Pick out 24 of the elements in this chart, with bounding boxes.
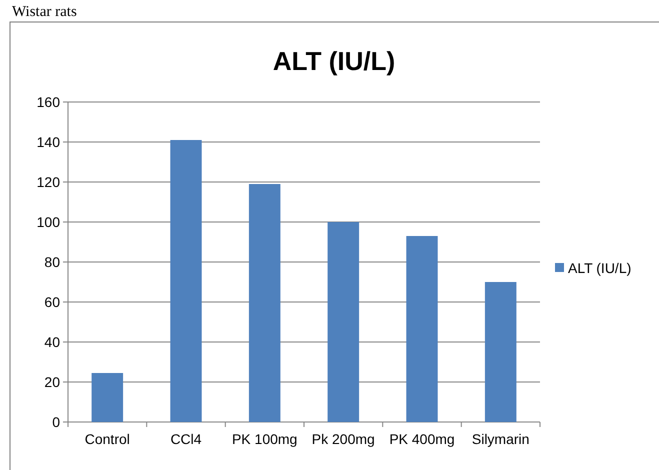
y-tick-label: 80 — [44, 254, 60, 270]
bar — [406, 236, 438, 422]
y-tick-label: 120 — [36, 174, 60, 190]
bar — [170, 140, 202, 422]
y-tick-label: 20 — [44, 374, 60, 390]
x-tick-label: PK 400mg — [389, 431, 455, 447]
y-tick-label: 100 — [36, 214, 60, 230]
text: Wistar rats — [12, 4, 77, 20]
y-tick-label: 140 — [36, 134, 60, 150]
x-tick-label: CCl4 — [170, 431, 202, 447]
y-tick-label: 0 — [52, 414, 60, 430]
y-tick-label: 160 — [36, 94, 60, 110]
bar — [484, 282, 516, 422]
bar — [248, 184, 280, 422]
y-tick-label: 40 — [44, 334, 60, 350]
bar — [328, 222, 360, 422]
x-tick-label: Pk 200mg — [312, 431, 375, 447]
legend-label: ALT (IU/L) — [568, 260, 632, 276]
chart-title: ALT (IU/L) — [272, 46, 396, 76]
x-tick-label: Control — [84, 431, 130, 447]
x-tick-label: Silymarin — [472, 431, 530, 447]
x-tick-label: PK 100mg — [232, 431, 298, 447]
y-tick-label: 60 — [44, 294, 60, 310]
bar — [92, 373, 124, 422]
